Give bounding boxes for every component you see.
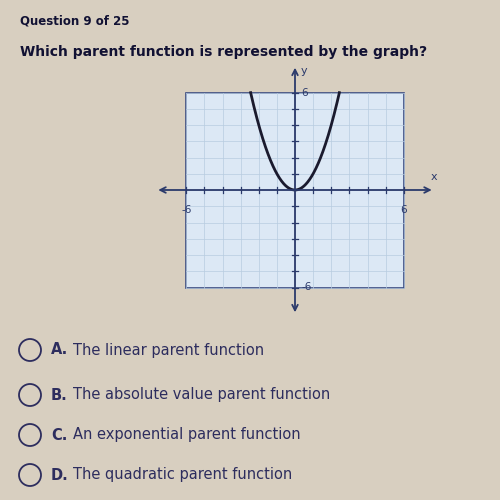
Text: D.: D. [51,468,69,482]
Text: Which parent function is represented by the graph?: Which parent function is represented by … [20,45,427,59]
Text: x: x [431,172,438,182]
Text: The absolute value parent function: The absolute value parent function [72,388,330,402]
Text: The linear parent function: The linear parent function [72,342,264,357]
Text: C.: C. [51,428,68,442]
Text: B.: B. [51,388,68,402]
Text: -6: -6 [181,204,192,214]
FancyBboxPatch shape [186,92,404,288]
Text: The quadratic parent function: The quadratic parent function [72,468,292,482]
Text: A.: A. [51,342,68,357]
Text: 6: 6 [400,204,407,214]
Text: -6: -6 [302,282,312,292]
Text: An exponential parent function: An exponential parent function [72,428,300,442]
Text: Question 9 of 25: Question 9 of 25 [20,15,130,28]
Text: 6: 6 [302,88,308,98]
Text: y: y [300,66,307,76]
